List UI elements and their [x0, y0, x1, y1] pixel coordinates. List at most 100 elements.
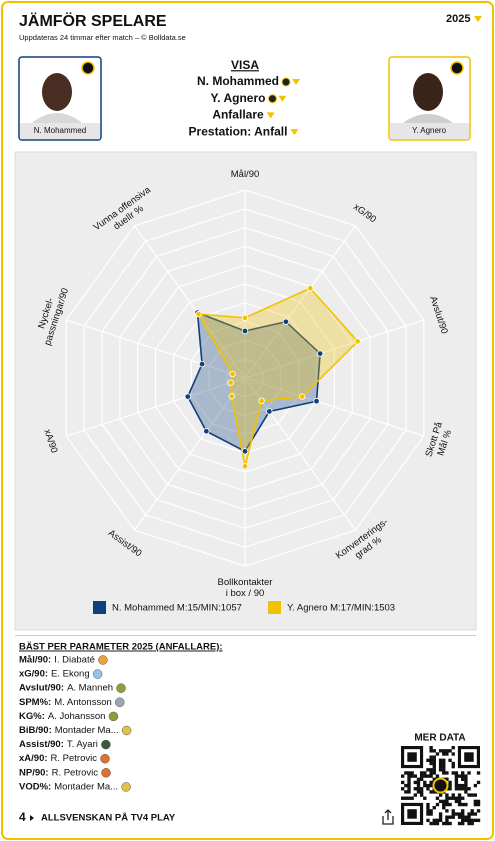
player-name: N. Mohammed	[34, 126, 86, 135]
qr-cell	[404, 771, 408, 775]
qr-cell	[432, 777, 436, 781]
qr-cell	[442, 771, 446, 775]
qr-cell	[442, 799, 446, 804]
param-label: BiB/90:	[19, 725, 52, 736]
year-select[interactable]: 2025	[446, 13, 470, 25]
qr-cell	[470, 809, 474, 813]
more-data[interactable]: MER DATA	[414, 733, 465, 744]
qr-cell	[457, 774, 462, 778]
qr-cell	[464, 787, 468, 791]
filter-option[interactable]: Prestation: Anfall	[189, 124, 288, 138]
qr-cell	[461, 802, 465, 807]
dropdown-icon	[292, 79, 301, 85]
qr-finder	[407, 809, 417, 819]
qr-cell	[442, 768, 446, 772]
qr-cell	[429, 761, 433, 766]
club-badge	[81, 61, 95, 75]
player-card[interactable]: N. Mohammed	[18, 56, 102, 141]
qr-cell	[461, 777, 465, 781]
qr-cell	[448, 821, 452, 826]
qr-cell	[461, 783, 465, 788]
player-card[interactable]: Y. Agnero	[388, 56, 471, 141]
qr-cell	[429, 774, 433, 778]
radar-point	[266, 408, 273, 415]
qr-cell	[454, 777, 459, 781]
qr-cell	[467, 812, 471, 816]
param-player: E. Ekong	[51, 669, 90, 680]
qr-cell	[426, 806, 430, 810]
qr-cell	[467, 821, 471, 826]
qr-cell	[419, 790, 424, 794]
dropdown-icon	[474, 16, 482, 22]
qr-cell	[467, 793, 471, 797]
qr-cell	[464, 802, 468, 807]
filter-option[interactable]: Anfallare	[212, 108, 264, 122]
qr-cell	[429, 758, 433, 762]
radar-point	[313, 398, 320, 405]
qr-cell	[416, 777, 421, 781]
qr-cell	[451, 761, 455, 766]
divider	[15, 635, 476, 636]
qr-cell	[476, 799, 481, 804]
param-label: VOD%:	[19, 781, 51, 792]
qr-cell	[464, 790, 468, 794]
qr-cell	[442, 806, 446, 810]
legend-label: Y. Agnero M:17/MIN:1503	[287, 603, 395, 614]
qr-cell	[448, 783, 452, 788]
qr-cell	[467, 815, 471, 819]
qr-cell	[461, 815, 465, 819]
share-icon[interactable]	[382, 809, 394, 825]
qr-cell	[423, 780, 427, 785]
qr-cell	[429, 755, 433, 759]
qr-cell	[404, 790, 408, 794]
qr-cell	[423, 771, 427, 775]
param-label: Assist/90:	[19, 739, 64, 750]
filter-option[interactable]: Y. Agnero	[211, 91, 266, 105]
qr-cell	[438, 764, 443, 769]
qr-cell	[457, 815, 462, 819]
qr-cell	[461, 809, 465, 813]
radar-point	[241, 327, 249, 335]
qr-cell	[451, 796, 455, 800]
filter-option[interactable]: N. Mohammed	[197, 74, 279, 88]
qr-cell	[407, 787, 411, 791]
qr-cell	[445, 777, 449, 781]
qr-cell	[438, 761, 443, 766]
qr-cell	[457, 802, 462, 807]
qr-cell	[470, 812, 474, 816]
param-player: Montader Ma...	[55, 725, 119, 736]
qr-code[interactable]	[400, 746, 481, 826]
legend-swatch	[93, 601, 106, 614]
qr-cell	[445, 815, 449, 819]
axis-line	[134, 377, 246, 531]
qr-cell	[416, 790, 421, 794]
qr-cell	[457, 821, 462, 826]
qr-cell	[451, 764, 455, 769]
radar-point	[229, 370, 236, 378]
param-player: A. Johansson	[48, 711, 106, 722]
param-label: Avslut/90:	[19, 683, 64, 694]
qr-cell	[451, 771, 455, 775]
qr-cell	[467, 771, 471, 775]
radar-point	[184, 393, 191, 400]
qr-cell	[445, 752, 449, 756]
qr-cell	[435, 802, 440, 807]
qr-cell	[429, 812, 433, 816]
player-photo	[404, 114, 452, 124]
qr-cell	[445, 818, 449, 823]
param-player: I. Diabaté	[54, 655, 95, 666]
qr-cell	[461, 796, 465, 800]
qr-cell	[476, 780, 481, 785]
qr-cell	[473, 818, 478, 823]
param-player: R. Petrovic	[51, 753, 98, 764]
footer-text[interactable]: ALLSVENSKAN PÅ TV4 PLAY	[41, 813, 176, 824]
qr-cell	[426, 812, 430, 816]
axis-line	[244, 377, 424, 437]
radar-point	[228, 393, 235, 400]
best-list: Mål/90: I. Diabaté xG/90: E. Ekong Avslut/90…	[19, 655, 132, 792]
radar-point	[258, 397, 265, 405]
club-badge	[450, 61, 464, 75]
qr-cell	[454, 799, 459, 804]
radar-point	[198, 360, 206, 368]
